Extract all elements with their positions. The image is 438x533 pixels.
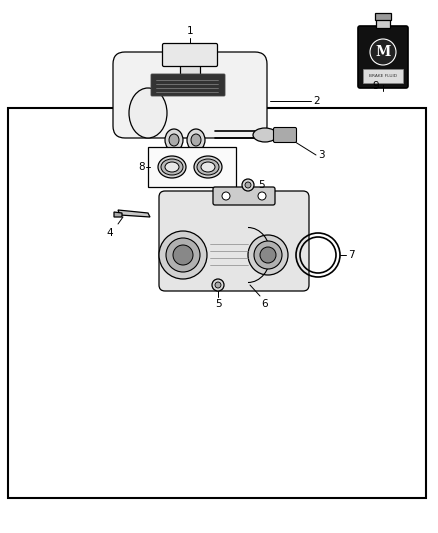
Ellipse shape	[169, 134, 179, 146]
Circle shape	[212, 279, 224, 291]
Text: 6: 6	[261, 299, 268, 309]
Circle shape	[159, 231, 207, 279]
Text: 4: 4	[107, 228, 113, 238]
Bar	[363, 69, 403, 83]
Bar	[8, 108, 426, 498]
Text: 5: 5	[258, 180, 265, 190]
Ellipse shape	[253, 128, 277, 142]
Circle shape	[222, 192, 230, 200]
Ellipse shape	[161, 159, 183, 175]
FancyBboxPatch shape	[273, 127, 297, 142]
Ellipse shape	[197, 159, 219, 175]
Circle shape	[245, 182, 251, 188]
Text: M: M	[375, 45, 391, 59]
Polygon shape	[118, 210, 150, 217]
Circle shape	[258, 192, 266, 200]
Circle shape	[248, 235, 288, 275]
FancyBboxPatch shape	[159, 191, 309, 291]
Text: BRAKE FLUID: BRAKE FLUID	[369, 74, 397, 78]
Polygon shape	[114, 212, 122, 217]
Ellipse shape	[129, 88, 167, 138]
Ellipse shape	[165, 162, 179, 172]
Circle shape	[173, 245, 193, 265]
FancyBboxPatch shape	[162, 44, 218, 67]
Ellipse shape	[191, 134, 201, 146]
Circle shape	[254, 241, 282, 269]
Text: 3: 3	[318, 150, 325, 160]
Ellipse shape	[201, 162, 215, 172]
Circle shape	[370, 39, 396, 65]
Circle shape	[166, 238, 200, 272]
Ellipse shape	[165, 129, 183, 151]
Bar	[375, 13, 391, 20]
FancyBboxPatch shape	[151, 74, 225, 96]
Bar	[180, 55, 200, 75]
Ellipse shape	[158, 156, 186, 178]
Ellipse shape	[194, 156, 222, 178]
FancyBboxPatch shape	[113, 52, 267, 138]
Text: 1: 1	[187, 26, 193, 36]
Text: 8: 8	[138, 162, 145, 172]
Circle shape	[215, 282, 221, 288]
Text: 9: 9	[373, 81, 379, 91]
Text: 5: 5	[215, 299, 221, 309]
FancyBboxPatch shape	[213, 187, 275, 205]
FancyBboxPatch shape	[358, 26, 408, 88]
Bar	[148, 147, 236, 187]
Bar	[376, 18, 390, 28]
Text: 2: 2	[313, 96, 320, 106]
Circle shape	[260, 247, 276, 263]
Ellipse shape	[187, 129, 205, 151]
Circle shape	[242, 179, 254, 191]
Text: 7: 7	[348, 250, 355, 260]
